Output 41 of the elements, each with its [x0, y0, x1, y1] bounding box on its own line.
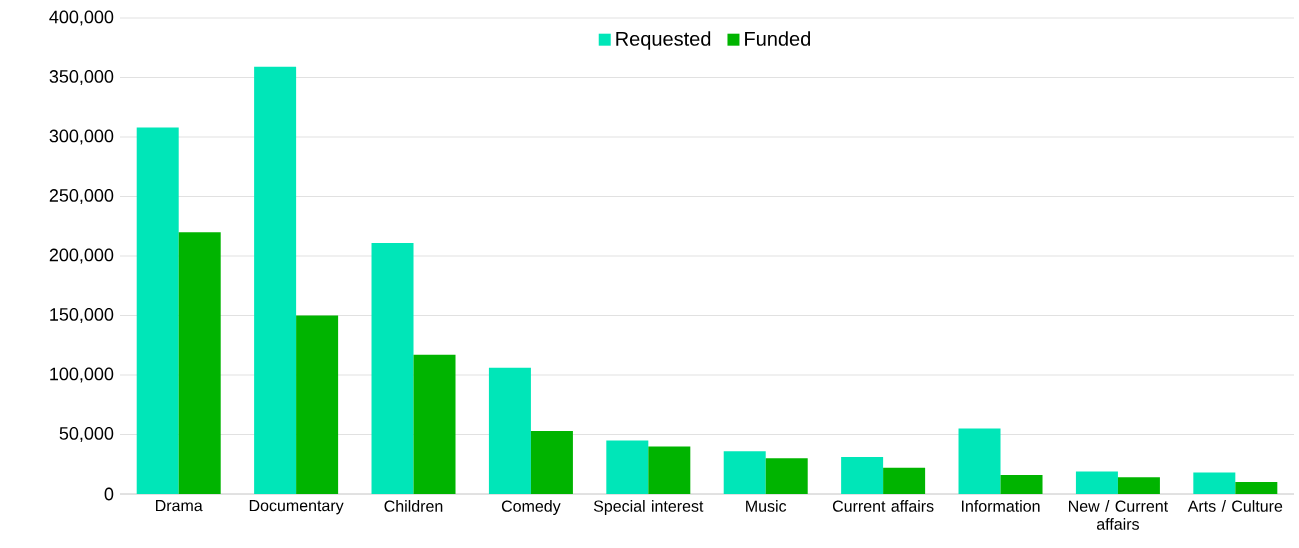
- y-tick-label: 0: [104, 487, 114, 501]
- x-tick-label: Drama: [156, 500, 203, 512]
- bar: [296, 315, 339, 494]
- bar: [136, 127, 179, 494]
- y-tick-label: 200,000: [49, 248, 114, 264]
- x-tick-label: New / Current affairs: [1069, 500, 1169, 530]
- y-tick-label: 400,000: [49, 10, 114, 26]
- y-tick-label: 250,000: [49, 189, 114, 204]
- bar: [1235, 482, 1278, 494]
- x-tick-label: Documentary: [249, 500, 344, 515]
- bar: [413, 354, 456, 494]
- y-tick-label: 300,000: [49, 129, 114, 145]
- bar: [1000, 474, 1043, 494]
- bar: [178, 232, 221, 494]
- bar: [841, 457, 884, 494]
- bar: [765, 458, 808, 494]
- legend-label: Funded: [745, 31, 811, 46]
- y-tick-label: 100,000: [50, 367, 114, 383]
- bar: [530, 430, 573, 494]
- bar: [883, 467, 926, 494]
- y-tick-label: 50,000: [59, 427, 114, 442]
- bar: [648, 446, 691, 494]
- x-tick-label: Children: [384, 500, 443, 512]
- y-tick-label: 150,000: [50, 308, 114, 323]
- bar: [371, 242, 414, 494]
- legend-label: Requested: [616, 31, 711, 50]
- x-tick-label: Comedy: [501, 500, 561, 515]
- x-tick-label: Information: [961, 500, 1040, 512]
- x-tick-label: Music: [746, 500, 787, 512]
- bar: [488, 367, 531, 494]
- bar: [723, 451, 766, 494]
- bar: [1075, 471, 1118, 494]
- bar: [254, 66, 297, 494]
- x-tick-label: Current affairs: [832, 500, 934, 512]
- bar: [1117, 477, 1160, 494]
- x-tick-label: Arts / Culture: [1187, 500, 1283, 512]
- bar: [606, 440, 649, 494]
- x-tick-label: Special interest: [593, 500, 704, 515]
- bar: [958, 428, 1001, 494]
- y-tick-label: 350,000: [49, 70, 114, 85]
- bar: [1193, 472, 1236, 494]
